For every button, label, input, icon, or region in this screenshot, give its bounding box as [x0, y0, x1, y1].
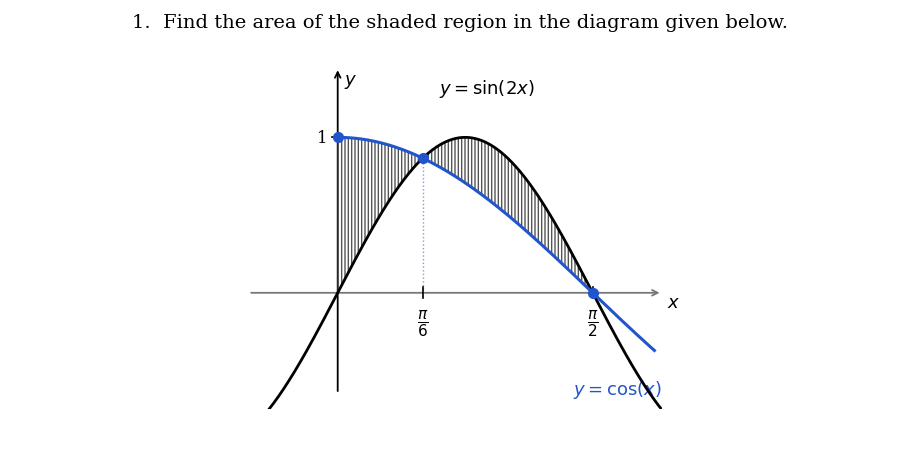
Text: $\dfrac{\pi}{2}$: $\dfrac{\pi}{2}$	[586, 308, 598, 339]
Text: $y = \cos(x)$: $y = \cos(x)$	[572, 379, 661, 400]
Text: 1: 1	[317, 130, 327, 147]
Text: $x$: $x$	[666, 293, 680, 312]
Text: $\dfrac{\pi}{6}$: $\dfrac{\pi}{6}$	[416, 308, 428, 339]
Text: $y = \sin(2x)$: $y = \sin(2x)$	[438, 77, 534, 99]
Text: $y$: $y$	[344, 73, 357, 91]
Text: 1.  Find the area of the shaded region in the diagram given below.: 1. Find the area of the shaded region in…	[131, 14, 788, 31]
